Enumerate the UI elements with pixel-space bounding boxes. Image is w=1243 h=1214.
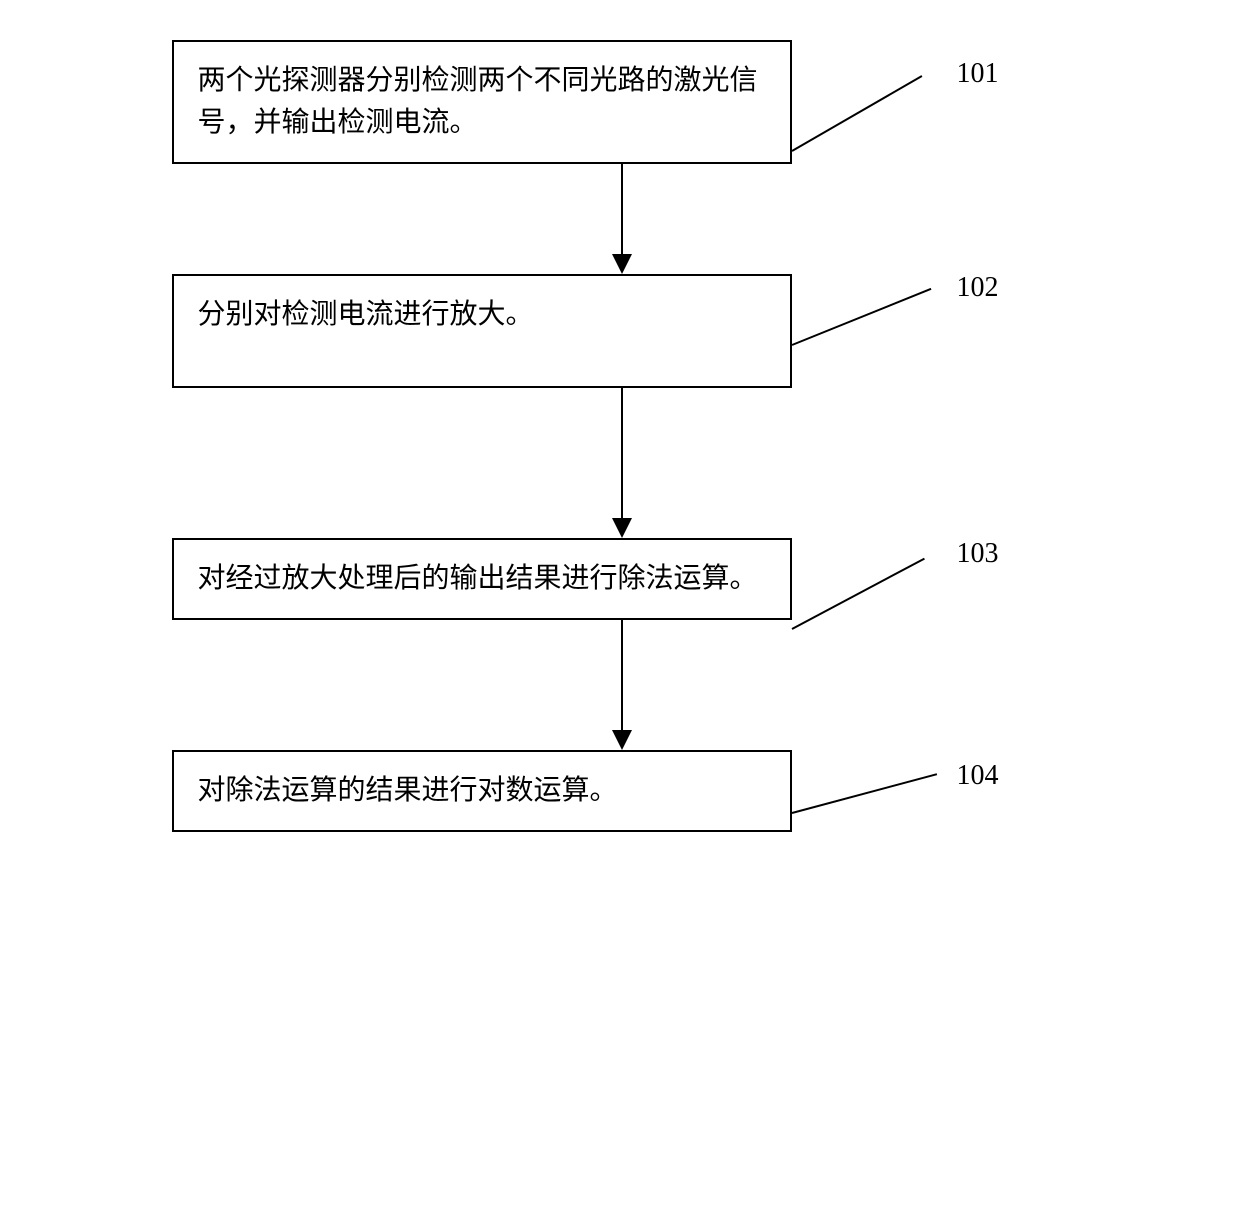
arrow-1: [612, 164, 632, 274]
arrow-3: [612, 620, 632, 750]
step-id: 101: [957, 58, 999, 89]
step-id: 103: [957, 538, 999, 569]
arrow-head-icon: [612, 518, 632, 538]
step-label-103: 103: [957, 538, 999, 570]
step-box-103: 对经过放大处理后的输出结果进行除法运算。: [172, 538, 792, 620]
step-label-104: 104: [957, 760, 999, 792]
flowchart-container: 两个光探测器分别检测两个不同光路的激光信号，并输出检测电流。 101 分别对检测…: [172, 40, 1072, 832]
step-row-101: 两个光探测器分别检测两个不同光路的激光信号，并输出检测电流。 101: [172, 40, 1072, 164]
step-label-101: 101: [957, 58, 999, 90]
label-connector-104: [791, 773, 936, 814]
arrow-head-icon: [612, 730, 632, 750]
step-box-101: 两个光探测器分别检测两个不同光路的激光信号，并输出检测电流。: [172, 40, 792, 164]
step-row-104: 对除法运算的结果进行对数运算。 104: [172, 750, 1072, 832]
arrow-line: [621, 388, 623, 518]
step-text: 对经过放大处理后的输出结果进行除法运算。: [198, 563, 758, 594]
step-box-104: 对除法运算的结果进行对数运算。: [172, 750, 792, 832]
step-label-102: 102: [957, 272, 999, 304]
step-id: 104: [957, 760, 999, 791]
arrow-line: [621, 620, 623, 730]
step-box-102: 分别对检测电流进行放大。: [172, 274, 792, 388]
label-connector-101: [791, 75, 922, 152]
step-row-103: 对经过放大处理后的输出结果进行除法运算。 103: [172, 538, 1072, 620]
label-connector-103: [791, 558, 924, 630]
step-id: 102: [957, 272, 999, 303]
arrow-2: [612, 388, 632, 538]
step-text: 两个光探测器分别检测两个不同光路的激光信号，并输出检测电流。: [198, 65, 758, 138]
step-text: 分别对检测电流进行放大。: [198, 299, 534, 330]
arrow-line: [621, 164, 623, 254]
step-text: 对除法运算的结果进行对数运算。: [198, 775, 618, 806]
step-row-102: 分别对检测电流进行放大。 102: [172, 274, 1072, 388]
label-connector-102: [791, 288, 931, 346]
arrow-head-icon: [612, 254, 632, 274]
